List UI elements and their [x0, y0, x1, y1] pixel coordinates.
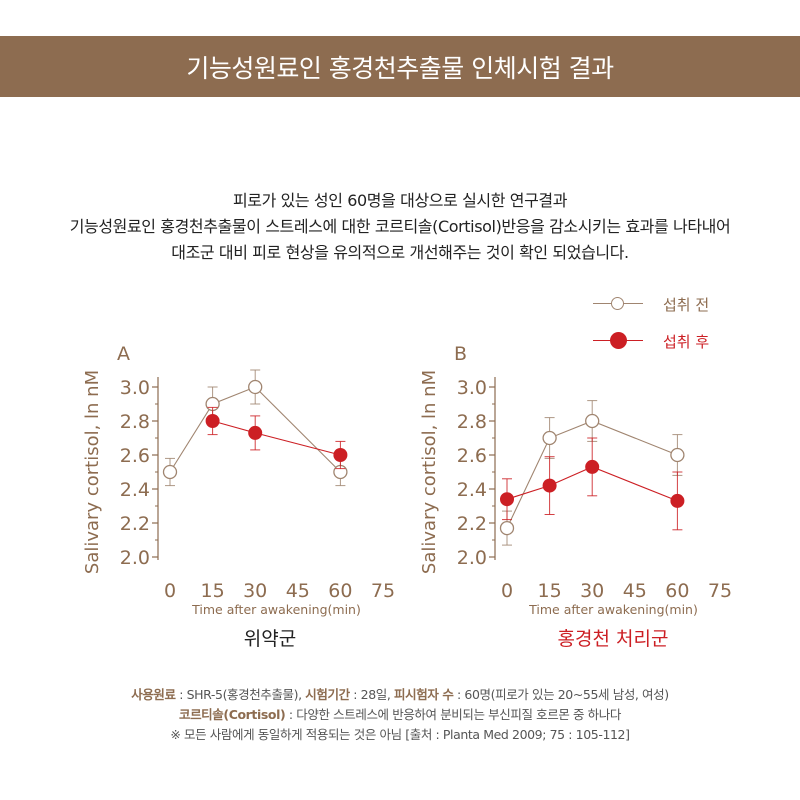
legend-label-after: 섭취 후 [663, 333, 710, 351]
legend-label-before: 섭취 전 [663, 296, 710, 314]
data-point-filled [205, 414, 220, 428]
data-point-open [542, 430, 557, 446]
x-tick-label: 75 [708, 580, 732, 602]
chart-legend: 섭취 전 섭취 후 [593, 292, 783, 362]
series-before [499, 400, 685, 546]
data-point-open [499, 520, 515, 536]
footer-material-label: 사용원료 [131, 687, 176, 702]
footer-line-2: 코르티솔(Cortisol) : 다양한 스트레스에 반응하여 분비되는 부신피… [0, 705, 800, 725]
y-axis-label: Salivary cortisol, ln nM [82, 370, 103, 574]
title-banner: 기능성원료인 홍경천추출물 인체시험 결과 [0, 36, 800, 97]
y-tick-label: 2.0 [457, 547, 487, 569]
data-point-filled [585, 459, 600, 474]
series-after [205, 406, 348, 470]
footer-cortisol-label: 코르티솔(Cortisol) [178, 707, 286, 722]
data-point-open [162, 464, 178, 480]
x-axis-label: Time after awakening(min) [191, 602, 361, 617]
y-tick-label: 2.2 [457, 513, 487, 535]
series-line [506, 466, 678, 502]
footer-note: ※ 모든 사람에게 동일하게 적용되는 것은 아님 [출처 : Planta M… [170, 727, 630, 742]
x-tick-label: 45 [623, 580, 647, 602]
y-tick-label: 2.2 [120, 513, 150, 535]
series-line [212, 420, 341, 456]
panel-letter: A [117, 343, 130, 365]
footer-subjects-value: : 60명(피로가 있는 20~55세 남성, 여성) [453, 687, 669, 702]
y-tick-label: 2.4 [120, 479, 150, 501]
data-point-filled [670, 493, 685, 508]
y-tick-label: 2.4 [457, 479, 487, 501]
x-tick-label: 75 [371, 580, 395, 602]
x-tick-label: 60 [328, 580, 352, 602]
series-after [500, 437, 685, 531]
series-line [506, 420, 678, 529]
chart-panel-b: B 2.0 2.2 2.4 2.6 2.8 3.0 Salivary cortisol, ln… [419, 343, 732, 617]
y-tick-label: 3.0 [120, 377, 150, 399]
intro-line-3: 대조군 대비 피로 현상을 유의적으로 개선해주는 것이 확인 되었습니다. [171, 243, 629, 262]
x-tick-label: 60 [665, 580, 689, 602]
series-line [169, 386, 341, 473]
x-tick-label: 30 [580, 580, 604, 602]
data-point-filled [500, 492, 514, 507]
panel-letter: B [454, 343, 467, 365]
data-point-filled [333, 448, 348, 462]
y-tick-label: 3.0 [457, 377, 487, 399]
legend-item-before: 섭취 전 [593, 292, 783, 316]
y-tick-label: 2.8 [457, 411, 487, 433]
y-tick-label: 2.6 [120, 445, 150, 467]
x-tick-label: 30 [243, 580, 267, 602]
footer-period-label: 시험기간 [305, 687, 350, 702]
x-tick-label: 0 [501, 580, 513, 602]
intro-line-2: 기능성원료인 홍경천추출물이 스트레스에 대한 코르티솔(Cortisol)반응… [69, 217, 731, 236]
data-point-open [248, 379, 263, 395]
x-tick-label: 0 [164, 580, 176, 602]
legend-item-after: 섭취 후 [593, 329, 783, 353]
footer-line-1: 사용원료 : SHR-5(홍경천추출물), 시험기간 : 28일, 피시험자 수… [0, 685, 800, 705]
x-tick-label: 45 [286, 580, 310, 602]
x-tick-label: 15 [201, 580, 225, 602]
footer-subjects-label: 피시험자 수 [394, 687, 454, 702]
charts-svg: A 2.0 2.2 2.4 2.6 2.8 3.0 Salivary cortisol, ln… [82, 343, 732, 617]
chart-panel-a: A 2.0 2.2 2.4 2.6 2.8 3.0 Salivary cortisol, ln… [82, 343, 395, 617]
footer-cortisol-value: : 다양한 스트레스에 반응하여 분비되는 부신피질 호르몬 중 하나다 [285, 707, 622, 722]
page-title: 기능성원료인 홍경천추출물 인체시험 결과 [186, 53, 614, 83]
y-tick-label: 2.0 [120, 547, 150, 569]
data-point-filled [248, 425, 263, 440]
y-tick-label: 2.6 [457, 445, 487, 467]
filled-circle-marker-icon [610, 332, 627, 349]
footer-notes: 사용원료 : SHR-5(홍경천추출물), 시험기간 : 28일, 피시험자 수… [0, 685, 800, 745]
intro-text: 피로가 있는 성인 60명을 대상으로 실시한 연구결과 기능성원료인 홍경천추… [0, 188, 800, 266]
data-point-open [585, 413, 600, 429]
footer-material-value: : SHR-5(홍경천추출물), [175, 687, 302, 702]
footer-period-value: : 28일, [349, 687, 391, 702]
data-point-filled [542, 478, 557, 493]
caption-placebo: 위약군 [243, 628, 297, 650]
x-tick-label: 15 [538, 580, 562, 602]
intro-line-1: 피로가 있는 성인 60명을 대상으로 실시한 연구결과 [232, 191, 568, 210]
y-axis-label: Salivary cortisol, ln nM [419, 370, 440, 574]
open-circle-marker-icon [611, 297, 624, 310]
x-axis-label: Time after awakening(min) [528, 602, 698, 617]
y-tick-label: 2.8 [120, 411, 150, 433]
data-point-open [670, 447, 685, 463]
caption-treatment: 홍경천 처리군 [557, 628, 669, 650]
